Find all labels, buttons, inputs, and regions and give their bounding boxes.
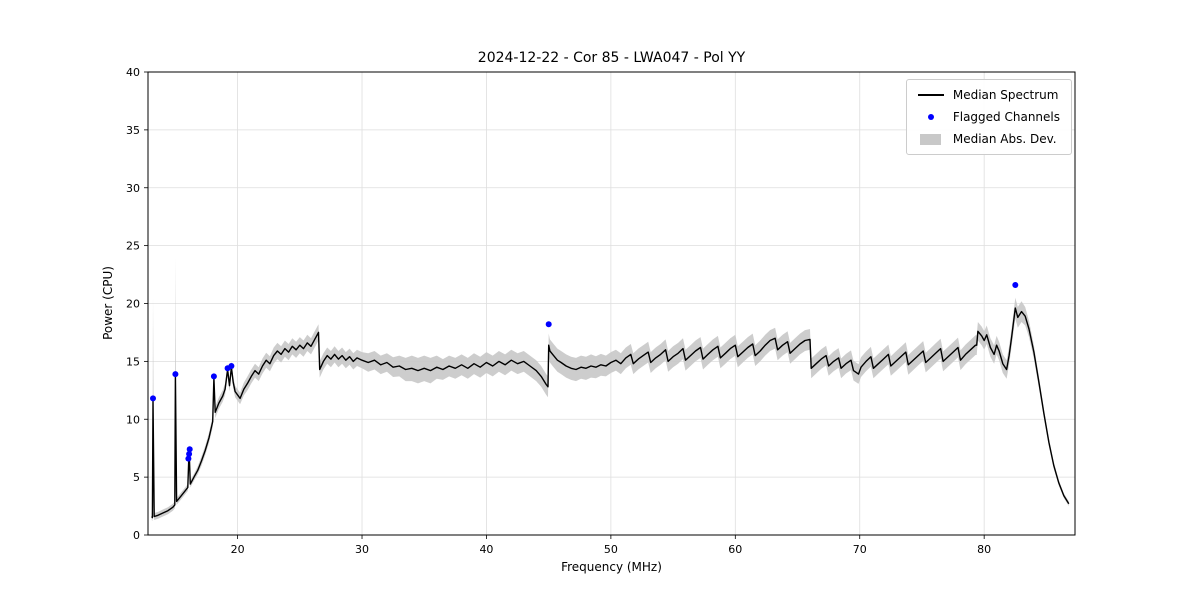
legend-label: Median Spectrum [952, 88, 1059, 102]
mad-band-icon [918, 133, 944, 145]
flagged-channel-point [186, 446, 193, 453]
x-tick-label: 60 [728, 543, 742, 556]
legend-label: Median Abs. Dev. [952, 132, 1057, 146]
x-tick-label: 80 [977, 543, 991, 556]
legend-item-line: Median Spectrum [917, 88, 1060, 102]
flagged-channel-point [186, 451, 193, 457]
chart-title: 2024-12-22 - Cor 85 - LWA047 - Pol YY [477, 50, 746, 66]
x-axis-label: Frequency (MHz) [561, 560, 662, 574]
flagged-channel-point [210, 373, 217, 380]
mad-band [151, 258, 1069, 522]
legend: Median Spectrum Flagged Channels Median Ab… [905, 79, 1072, 155]
flagged-channel-point [228, 363, 235, 369]
y-tick-label: 40 [126, 66, 140, 79]
legend-item-band: Median Abs. Dev. [918, 132, 1060, 146]
x-tick-label: 20 [231, 543, 245, 556]
median-line-icon [917, 94, 944, 96]
flagged-channel-point [1012, 282, 1019, 288]
y-tick-label: 5 [133, 471, 140, 484]
flagged-channel-point [150, 395, 156, 402]
flagged-channel-point [185, 455, 192, 462]
flagged-channel-point [545, 321, 552, 328]
y-tick-label: 25 [126, 240, 140, 253]
x-tick-label: 50 [604, 543, 618, 556]
median-spectrum-line [151, 307, 1070, 519]
y-tick-label: 15 [126, 355, 140, 368]
legend-swatch [927, 114, 934, 120]
y-tick-label: 0 [133, 529, 140, 542]
y-axis-label: Power (CPU) [101, 266, 115, 340]
x-tick-label: 40 [479, 543, 493, 556]
y-tick-label: 30 [126, 182, 140, 195]
legend-swatch [917, 94, 944, 96]
flagged-channel-point [172, 371, 179, 378]
legend-label: Flagged Channels [952, 110, 1060, 124]
flagged-marker-icon [918, 114, 944, 120]
y-tick-label: 35 [126, 124, 140, 137]
y-tick-label: 10 [126, 413, 140, 426]
y-tick-label: 20 [126, 298, 140, 311]
legend-item-dot: Flagged Channels [918, 110, 1060, 124]
x-tick-label: 30 [355, 543, 369, 556]
x-tick-label: 70 [853, 543, 867, 556]
legend-swatch [920, 133, 942, 145]
